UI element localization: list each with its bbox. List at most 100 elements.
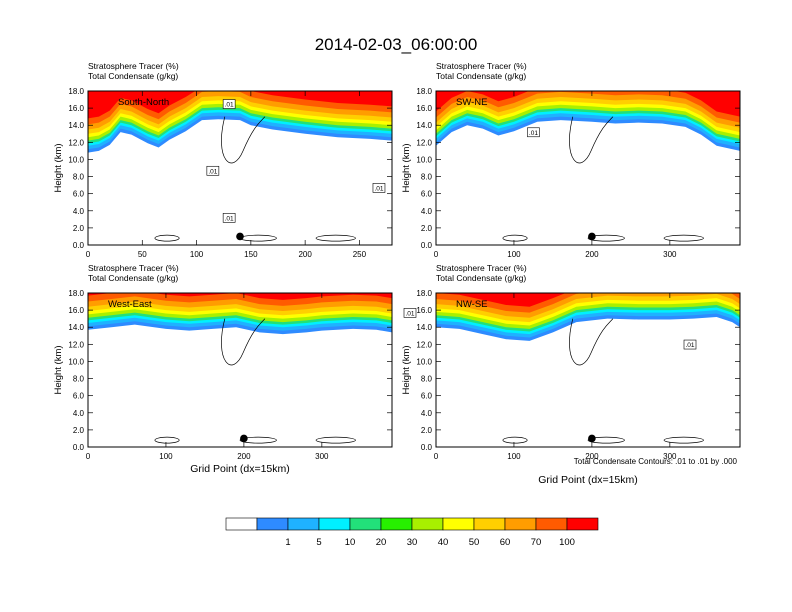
y-axis-label: Height (km) — [53, 345, 64, 394]
tracer-band-10 — [436, 91, 740, 117]
panel-label: SW-NE — [456, 97, 488, 108]
y-tick-label: 16.0 — [416, 306, 432, 315]
x-tick-label: 250 — [353, 250, 367, 259]
y-tick-label: 2.0 — [73, 426, 85, 435]
panel-subtitle: Total Condensate (g/kg) — [88, 273, 178, 283]
condensate-contour — [154, 436, 180, 444]
colorbar-label: 10 — [345, 537, 356, 548]
colorbar-label: 70 — [531, 537, 542, 548]
condensate-contour — [569, 116, 614, 164]
svg-text:.01: .01 — [208, 168, 217, 175]
condensate-contour — [239, 436, 277, 444]
y-axis-label: Height (km) — [401, 143, 412, 192]
x-tick-label: 100 — [507, 452, 521, 461]
contour-label: .01 — [683, 339, 697, 350]
x-tick-label: 50 — [138, 250, 147, 259]
x-tick-label: 150 — [244, 250, 258, 259]
x-tick-label: 300 — [315, 452, 329, 461]
y-tick-label: 18.0 — [416, 289, 432, 298]
condensate-contour — [663, 234, 704, 242]
svg-text:.01: .01 — [685, 342, 694, 349]
x-tick-label: 200 — [585, 250, 599, 259]
contour-label: .01 — [222, 99, 236, 109]
panel-subtitle: Total Condensate (g/kg) — [88, 71, 178, 81]
panel-title: Stratosphere Tracer (%) — [88, 61, 179, 71]
x-tick-label: 100 — [190, 250, 204, 259]
y-tick-label: 0.0 — [73, 443, 85, 452]
location-marker — [236, 232, 244, 241]
y-tick-label: 10.0 — [68, 357, 84, 366]
panel-subtitle: Total Condensate (g/kg) — [436, 273, 526, 283]
colorbar-swatch — [566, 517, 599, 531]
panel-1: Stratosphere Tracer (%)Total Condensate … — [53, 61, 393, 259]
x-tick-label: 200 — [585, 452, 599, 461]
panel-3: Stratosphere Tracer (%)Total Condensate … — [53, 263, 393, 475]
x-tick-label: 200 — [237, 452, 251, 461]
y-tick-label: 4.0 — [421, 207, 433, 216]
colorbar-label: 30 — [407, 537, 418, 548]
colorbar-label: 60 — [500, 537, 511, 548]
colorbar-swatch — [504, 517, 537, 531]
y-tick-label: 0.0 — [421, 241, 433, 250]
panel-label: NW-SE — [456, 299, 488, 310]
y-tick-label: 10.0 — [416, 357, 432, 366]
colorbar-swatch — [318, 517, 351, 531]
plot-frame — [435, 292, 741, 448]
contour-note: Total Condensate Contours: .01 to .01 by… — [574, 457, 738, 466]
y-tick-label: 12.0 — [68, 138, 84, 147]
x-axis-label: Grid Point (dx=15km) — [538, 474, 638, 486]
condensate-contour — [663, 436, 704, 444]
colorbar-swatch — [256, 517, 289, 531]
x-tick-label: 200 — [298, 250, 312, 259]
y-tick-label: 18.0 — [68, 289, 84, 298]
tracer-band-10 — [436, 293, 740, 307]
condensate-contour — [502, 234, 528, 242]
plot-frame — [87, 292, 393, 448]
tracer-band-10 — [88, 293, 392, 300]
tracer-band-10 — [88, 91, 392, 119]
y-tick-label: 16.0 — [416, 104, 432, 113]
x-tick-label: 0 — [86, 452, 91, 461]
y-tick-label: 14.0 — [416, 121, 432, 130]
figure-title: 2014-02-03_06:00:00 — [315, 35, 478, 54]
x-axis-label: Grid Point (dx=15km) — [190, 463, 290, 475]
y-tick-label: 6.0 — [421, 190, 433, 199]
y-tick-label: 6.0 — [73, 190, 85, 199]
y-tick-label: 16.0 — [68, 104, 84, 113]
y-tick-label: 18.0 — [68, 87, 84, 96]
y-tick-label: 8.0 — [73, 173, 85, 182]
contour-label: .01 — [222, 213, 236, 223]
colorbar-label: 1 — [285, 537, 290, 548]
y-tick-label: 14.0 — [68, 121, 84, 130]
condensate-contour — [502, 436, 528, 444]
x-tick-label: 0 — [434, 250, 439, 259]
tracer-band-9 — [436, 91, 740, 123]
x-tick-label: 300 — [663, 250, 677, 259]
condensate-contour — [569, 318, 614, 366]
y-tick-label: 2.0 — [73, 224, 85, 233]
colorbar-swatch — [349, 517, 382, 531]
y-tick-label: 4.0 — [73, 207, 85, 216]
contour-label: .01 — [527, 127, 540, 138]
location-marker — [588, 434, 596, 443]
y-tick-label: 12.0 — [68, 340, 84, 349]
colorbar: 1 5 10 20 30 40 50 60 70 100 — [225, 517, 599, 548]
condensate-contour — [315, 234, 356, 242]
y-axis-label: Height (km) — [53, 143, 64, 192]
y-tick-label: 0.0 — [73, 241, 85, 250]
colorbar-swatch — [442, 517, 475, 531]
condensate-contour — [154, 234, 180, 242]
svg-text:.01: .01 — [405, 310, 414, 317]
y-tick-label: 8.0 — [421, 375, 433, 384]
y-tick-label: 2.0 — [421, 224, 433, 233]
colorbar-swatch — [287, 517, 320, 531]
panel-title: Stratosphere Tracer (%) — [436, 61, 527, 71]
y-tick-label: 16.0 — [68, 306, 84, 315]
y-tick-label: 4.0 — [73, 409, 85, 418]
y-tick-label: 12.0 — [416, 138, 432, 147]
x-tick-label: 0 — [86, 250, 91, 259]
svg-text:.01: .01 — [225, 102, 234, 109]
x-tick-label: 300 — [663, 452, 677, 461]
panel-2: Stratosphere Tracer (%)Total Condensate … — [401, 61, 741, 259]
